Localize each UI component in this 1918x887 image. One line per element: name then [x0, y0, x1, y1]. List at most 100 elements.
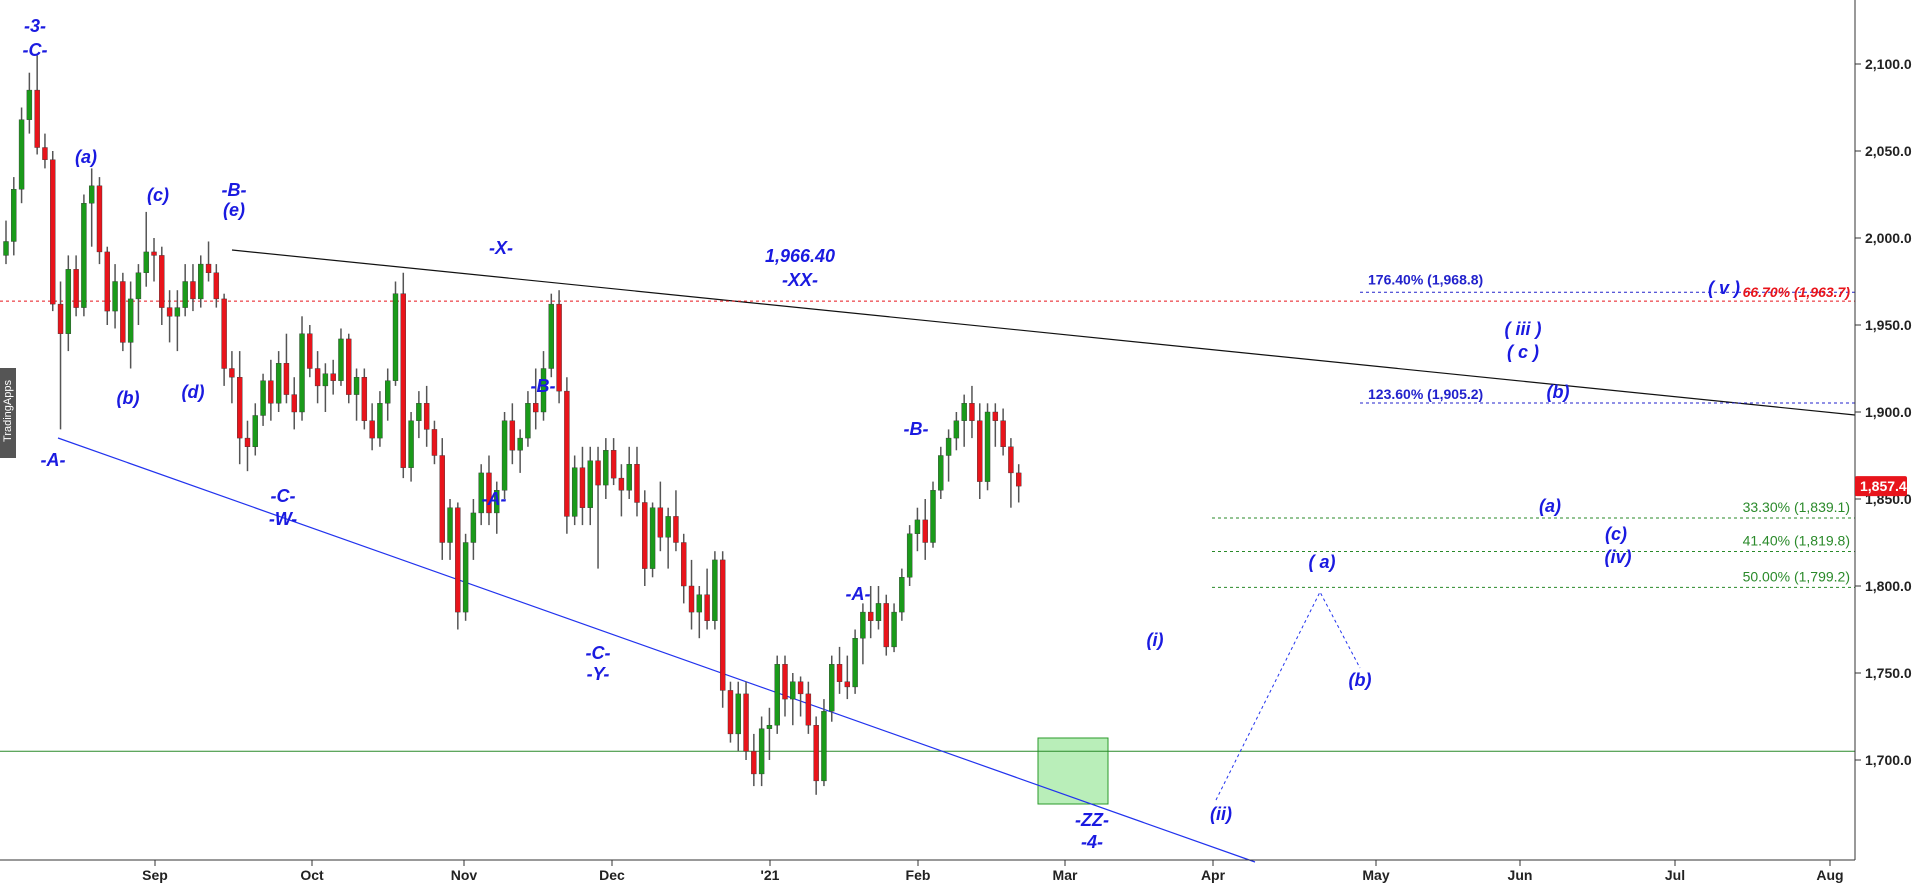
candle-body	[829, 664, 835, 712]
candle-body	[696, 594, 703, 613]
candle-body	[143, 251, 149, 273]
candle-body	[922, 519, 928, 543]
candle-body	[969, 403, 975, 421]
candle-body	[73, 269, 79, 308]
x-tick-label: Aug	[1816, 867, 1843, 883]
x-tick-label: Nov	[451, 867, 478, 883]
candle-body	[533, 403, 539, 413]
x-tick-label: Jun	[1508, 867, 1533, 883]
wave-label: (e)	[223, 200, 245, 220]
wave-label: (c)	[147, 185, 169, 205]
wave-label: -4-	[1081, 832, 1103, 852]
candle-body	[400, 293, 406, 468]
candle-body	[330, 373, 336, 381]
wave-label: -X-	[489, 238, 513, 258]
candle-body	[774, 664, 780, 726]
candle-body	[626, 464, 632, 491]
x-tick-label: Sep	[142, 867, 168, 883]
candle-body	[642, 502, 648, 569]
candle-body	[649, 507, 656, 569]
wave-label: -A-	[482, 489, 507, 509]
y-tick-label: 2,100.0	[1865, 56, 1912, 72]
candle-body	[509, 420, 516, 451]
wave-label: -3-	[24, 16, 46, 36]
wave-label: -XX-	[782, 270, 818, 290]
candle-body	[813, 725, 819, 782]
candle-body	[564, 390, 570, 517]
candle-body	[423, 403, 430, 430]
candle-body	[127, 298, 134, 343]
candle-body	[984, 411, 991, 482]
candle-body	[88, 185, 95, 204]
candle-body	[852, 638, 858, 688]
candle-body	[65, 269, 72, 334]
candle-body	[151, 251, 157, 256]
candle-body	[478, 472, 484, 514]
wave-label: -C-	[271, 486, 296, 506]
candle-body	[805, 693, 812, 726]
wave-label: (iv)	[1605, 547, 1632, 567]
candle-body	[50, 159, 56, 305]
wave-label: -W-	[269, 509, 297, 529]
candle-body	[462, 542, 469, 613]
candle-body	[657, 507, 664, 538]
candle-body	[198, 263, 204, 300]
candle-body	[361, 377, 368, 421]
x-tick-label: Mar	[1053, 867, 1078, 883]
candle-body	[408, 420, 414, 468]
candle-body	[899, 577, 905, 613]
candle-body	[688, 585, 695, 613]
lower-trendline	[57, 437, 1256, 863]
upper-trendline	[231, 249, 1856, 416]
candle-body	[595, 460, 601, 486]
candle-body	[353, 377, 360, 395]
wave-label: -A-	[41, 450, 66, 470]
candle-body	[346, 338, 352, 395]
candle-body	[96, 185, 103, 253]
candle-body	[751, 751, 757, 775]
candle-body	[517, 437, 523, 451]
wave-label: -Y-	[587, 664, 610, 684]
wave-label: (b)	[1349, 670, 1372, 690]
candle-body	[1016, 472, 1022, 487]
wave-label: ( c )	[1507, 342, 1539, 362]
wave-label: (d)	[182, 382, 205, 402]
x-tick-label: '21	[761, 867, 780, 883]
candle-body	[579, 467, 586, 508]
candle-body	[120, 281, 126, 343]
last-price-label: 1,857.4	[1860, 478, 1907, 494]
candle-body	[758, 728, 765, 775]
candle-body	[369, 420, 375, 439]
candle-body	[867, 611, 874, 621]
wave-path-line	[1215, 590, 1361, 801]
candle-body	[34, 89, 40, 148]
candle-body	[719, 559, 726, 691]
candle-body	[229, 368, 235, 378]
candle-body	[501, 420, 508, 491]
wave-label: (ii)	[1210, 804, 1232, 824]
candle-body	[392, 293, 399, 381]
watermark-text: TradingApps	[2, 380, 14, 442]
candle-body	[322, 373, 329, 387]
wave-label: (i)	[1147, 630, 1164, 650]
candle-body	[455, 507, 461, 613]
wave-label: ( iii )	[1505, 319, 1542, 339]
candle-body	[945, 437, 952, 456]
candle-body	[494, 490, 500, 514]
candle-body	[782, 664, 788, 700]
candle-body	[914, 519, 921, 535]
wave-label: -B-	[531, 376, 556, 396]
candle-body	[377, 403, 383, 439]
candle-body	[548, 303, 554, 369]
candle-body	[338, 338, 344, 381]
candle-body	[486, 472, 492, 514]
wave-label: -C-	[586, 643, 611, 663]
wave-label: ( a)	[1309, 552, 1336, 572]
candle-body	[416, 403, 422, 421]
x-tick-label: Feb	[906, 867, 931, 883]
candle-body	[182, 281, 188, 308]
wave-label: (c)	[1605, 524, 1627, 544]
candle-body	[135, 272, 142, 300]
candle-body	[307, 333, 313, 369]
y-tick-label: 1,900.0	[1865, 404, 1912, 420]
